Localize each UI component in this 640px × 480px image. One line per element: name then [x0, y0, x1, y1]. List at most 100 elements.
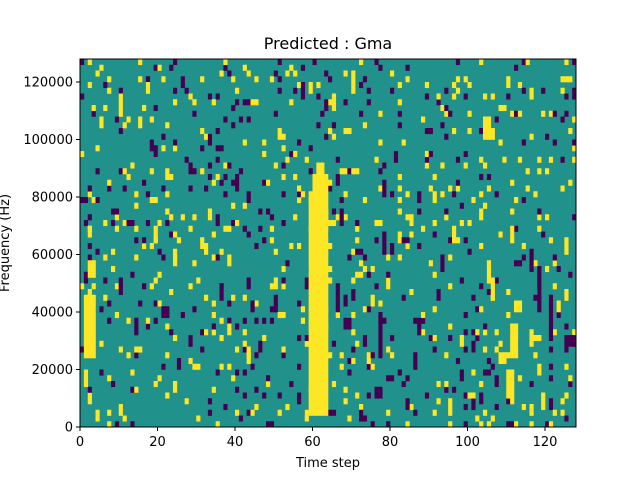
heatmap-cell-positive [432, 220, 437, 227]
heatmap-cell-positive [266, 381, 271, 388]
heatmap-cell-positive [142, 105, 147, 112]
heatmap-cell-positive [196, 363, 201, 370]
heatmap-cell-positive [552, 329, 557, 336]
heatmap-cell-negative [556, 266, 561, 273]
heatmap-cell-negative [269, 317, 275, 324]
heatmap-cell-negative [548, 363, 554, 370]
heatmap-cell-negative [262, 392, 267, 399]
heatmap-cell-negative [254, 352, 259, 359]
heatmap-cell-negative [184, 156, 189, 163]
heatmap-cell-negative [417, 317, 422, 336]
heatmap-cell-negative [304, 277, 309, 284]
heatmap-cell-positive [231, 375, 236, 382]
heatmap-cell-negative [428, 151, 433, 158]
heatmap-cell-negative [242, 346, 247, 353]
heatmap-cell-positive [281, 266, 286, 273]
heatmap-cell-positive [254, 404, 259, 411]
heatmap-cell-positive [564, 392, 569, 399]
heatmap-cell-negative [545, 421, 550, 428]
heatmap-cell-positive [351, 248, 356, 255]
heatmap-cell-negative [413, 317, 418, 324]
heatmap-cell-negative [99, 369, 104, 376]
heatmap-cell-negative [269, 421, 275, 428]
heatmap-cell-positive [525, 185, 530, 192]
heatmap-cell-positive [196, 277, 201, 284]
heatmap-cell-positive [537, 156, 542, 163]
heatmap-cell-positive [215, 421, 220, 428]
heatmap-cell-negative [297, 139, 302, 146]
heatmap-cell-positive [483, 93, 488, 100]
heatmap-cell-negative [541, 87, 546, 94]
heatmap-cell-positive [142, 243, 147, 250]
heatmap-cell-negative [258, 225, 263, 232]
heatmap-cell-positive [378, 110, 383, 117]
heatmap-cell-negative [479, 174, 484, 181]
heatmap-cell-positive [145, 317, 151, 324]
heatmap-cell-positive [173, 231, 178, 238]
heatmap-cell-negative [134, 237, 139, 244]
heatmap-cell-positive [300, 317, 306, 324]
heatmap-cell-positive [479, 156, 484, 163]
heatmap-cell-negative [479, 283, 484, 290]
heatmap-cell-negative [475, 335, 480, 342]
heatmap-cell-positive [289, 243, 294, 250]
heatmap-cell-negative [254, 386, 259, 393]
heatmap-cell-negative [238, 415, 244, 422]
heatmap-cell-positive [498, 139, 503, 146]
heatmap-cell-negative [149, 139, 154, 146]
heatmap-cell-negative [347, 168, 352, 175]
heatmap-cell-positive [351, 312, 356, 319]
heatmap-cell-negative [390, 191, 395, 198]
heatmap-cell-negative [281, 191, 286, 198]
heatmap-cell-negative [87, 243, 92, 250]
heatmap-cell-negative [297, 300, 302, 307]
heatmap-cell-positive [173, 381, 178, 388]
heatmap-cell-positive [242, 294, 247, 301]
heatmap-cell-negative [281, 352, 286, 359]
heatmap-cell-negative [207, 93, 213, 100]
heatmap-cell-negative [114, 208, 120, 215]
heatmap-cell-positive [211, 179, 216, 186]
heatmap-cell-negative [510, 421, 515, 428]
heatmap-cell-negative [207, 133, 213, 146]
heatmap-cell-positive [463, 162, 468, 169]
heatmap-cell-positive [262, 151, 267, 158]
heatmap-cell-negative [145, 191, 151, 198]
heatmap-cell-positive [173, 99, 178, 106]
heatmap-cell-positive [471, 197, 476, 204]
heatmap-cell-negative [297, 398, 302, 405]
heatmap-cell-positive [138, 76, 143, 83]
heatmap-cell-negative [87, 185, 92, 192]
heatmap-cell-positive [506, 312, 511, 319]
heatmap-cell-positive [514, 197, 519, 204]
heatmap-cell-positive [335, 312, 340, 319]
heatmap-cell-negative [521, 59, 526, 66]
heatmap-cell-positive [339, 352, 344, 359]
heatmap-cell-positive [486, 421, 492, 428]
heatmap-cell-positive [568, 76, 573, 83]
heatmap-cell-negative [386, 421, 391, 428]
heatmap-cell-negative [308, 168, 313, 175]
heatmap-cell-positive [262, 139, 267, 146]
heatmap-cell-negative [207, 162, 213, 169]
heatmap-cell-positive [343, 214, 348, 221]
heatmap-cell-negative [514, 260, 519, 267]
heatmap-cell-negative [471, 398, 476, 405]
heatmap-cell-negative [506, 421, 511, 428]
heatmap-cell-positive [103, 220, 108, 227]
heatmap-cell-positive [529, 421, 534, 428]
heatmap-cell-negative [223, 404, 228, 411]
heatmap-cell-positive [428, 260, 433, 267]
heatmap-cell-negative [312, 59, 317, 66]
heatmap-cell-positive [479, 381, 484, 388]
heatmap-cell-positive [405, 76, 410, 83]
heatmap-cell-positive [405, 191, 410, 198]
heatmap-cell-negative [455, 358, 461, 365]
heatmap-cell-negative [300, 82, 306, 94]
heatmap-cell-positive [188, 358, 193, 365]
heatmap-cell-positive [165, 323, 170, 330]
heatmap-cell-positive [204, 248, 209, 255]
heatmap-cell-negative [444, 87, 449, 94]
heatmap-cell-positive [107, 76, 112, 83]
heatmap-cell-positive [328, 220, 333, 227]
